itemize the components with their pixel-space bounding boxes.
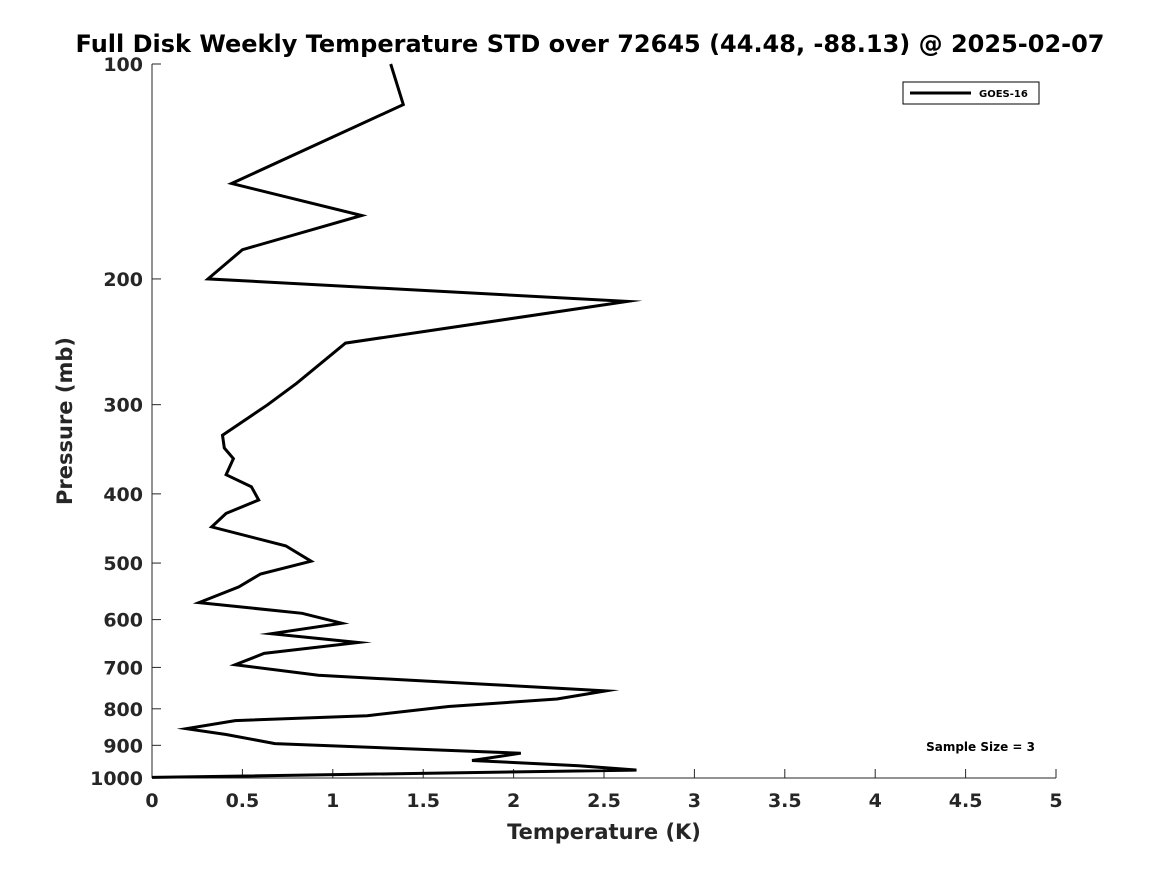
- chart-title: Full Disk Weekly Temperature STD over 72…: [76, 30, 1105, 58]
- y-tick-label: 800: [103, 699, 143, 721]
- x-tick-label: 3: [688, 790, 701, 812]
- axes: 0 0.5 1 1.5 2 2.5 3 3.5 4 4.5 5 100 200 300 400 500 600 7…: [90, 54, 1063, 812]
- x-tick-label: 2: [507, 790, 520, 812]
- y-tick-label: 700: [103, 657, 143, 679]
- x-tick-label: 0: [145, 790, 158, 812]
- y-tick-label: 500: [103, 553, 143, 575]
- x-tick-label: 0.5: [226, 790, 260, 812]
- sample-size-annotation: Sample Size = 3: [926, 740, 1035, 754]
- x-tick-label: 4.5: [949, 790, 983, 812]
- series-layer: [151, 63, 643, 779]
- x-tick-label: 1.5: [406, 790, 440, 812]
- x-tick-label: 4: [869, 790, 882, 812]
- y-tick-label: 600: [103, 610, 143, 632]
- y-tick-label: 900: [103, 735, 143, 757]
- series-line-goes-16: [151, 63, 643, 779]
- x-axis-label: Temperature (K): [507, 820, 701, 844]
- y-tick-label: 300: [103, 395, 143, 417]
- y-tick-label: 200: [103, 269, 143, 291]
- x-tick-label: 1: [326, 790, 339, 812]
- x-tick-label: 3.5: [768, 790, 802, 812]
- legend: GOES-16: [902, 81, 1040, 105]
- y-tick-label: 1000: [90, 768, 143, 790]
- y-tick-label: 100: [103, 54, 143, 76]
- y-tick-label: 400: [103, 484, 143, 506]
- legend-entry-label: GOES-16: [979, 89, 1028, 100]
- x-tick-label: 5: [1049, 790, 1062, 812]
- x-tick-label: 2.5: [587, 790, 621, 812]
- y-axis-label: Pressure (mb): [53, 337, 77, 505]
